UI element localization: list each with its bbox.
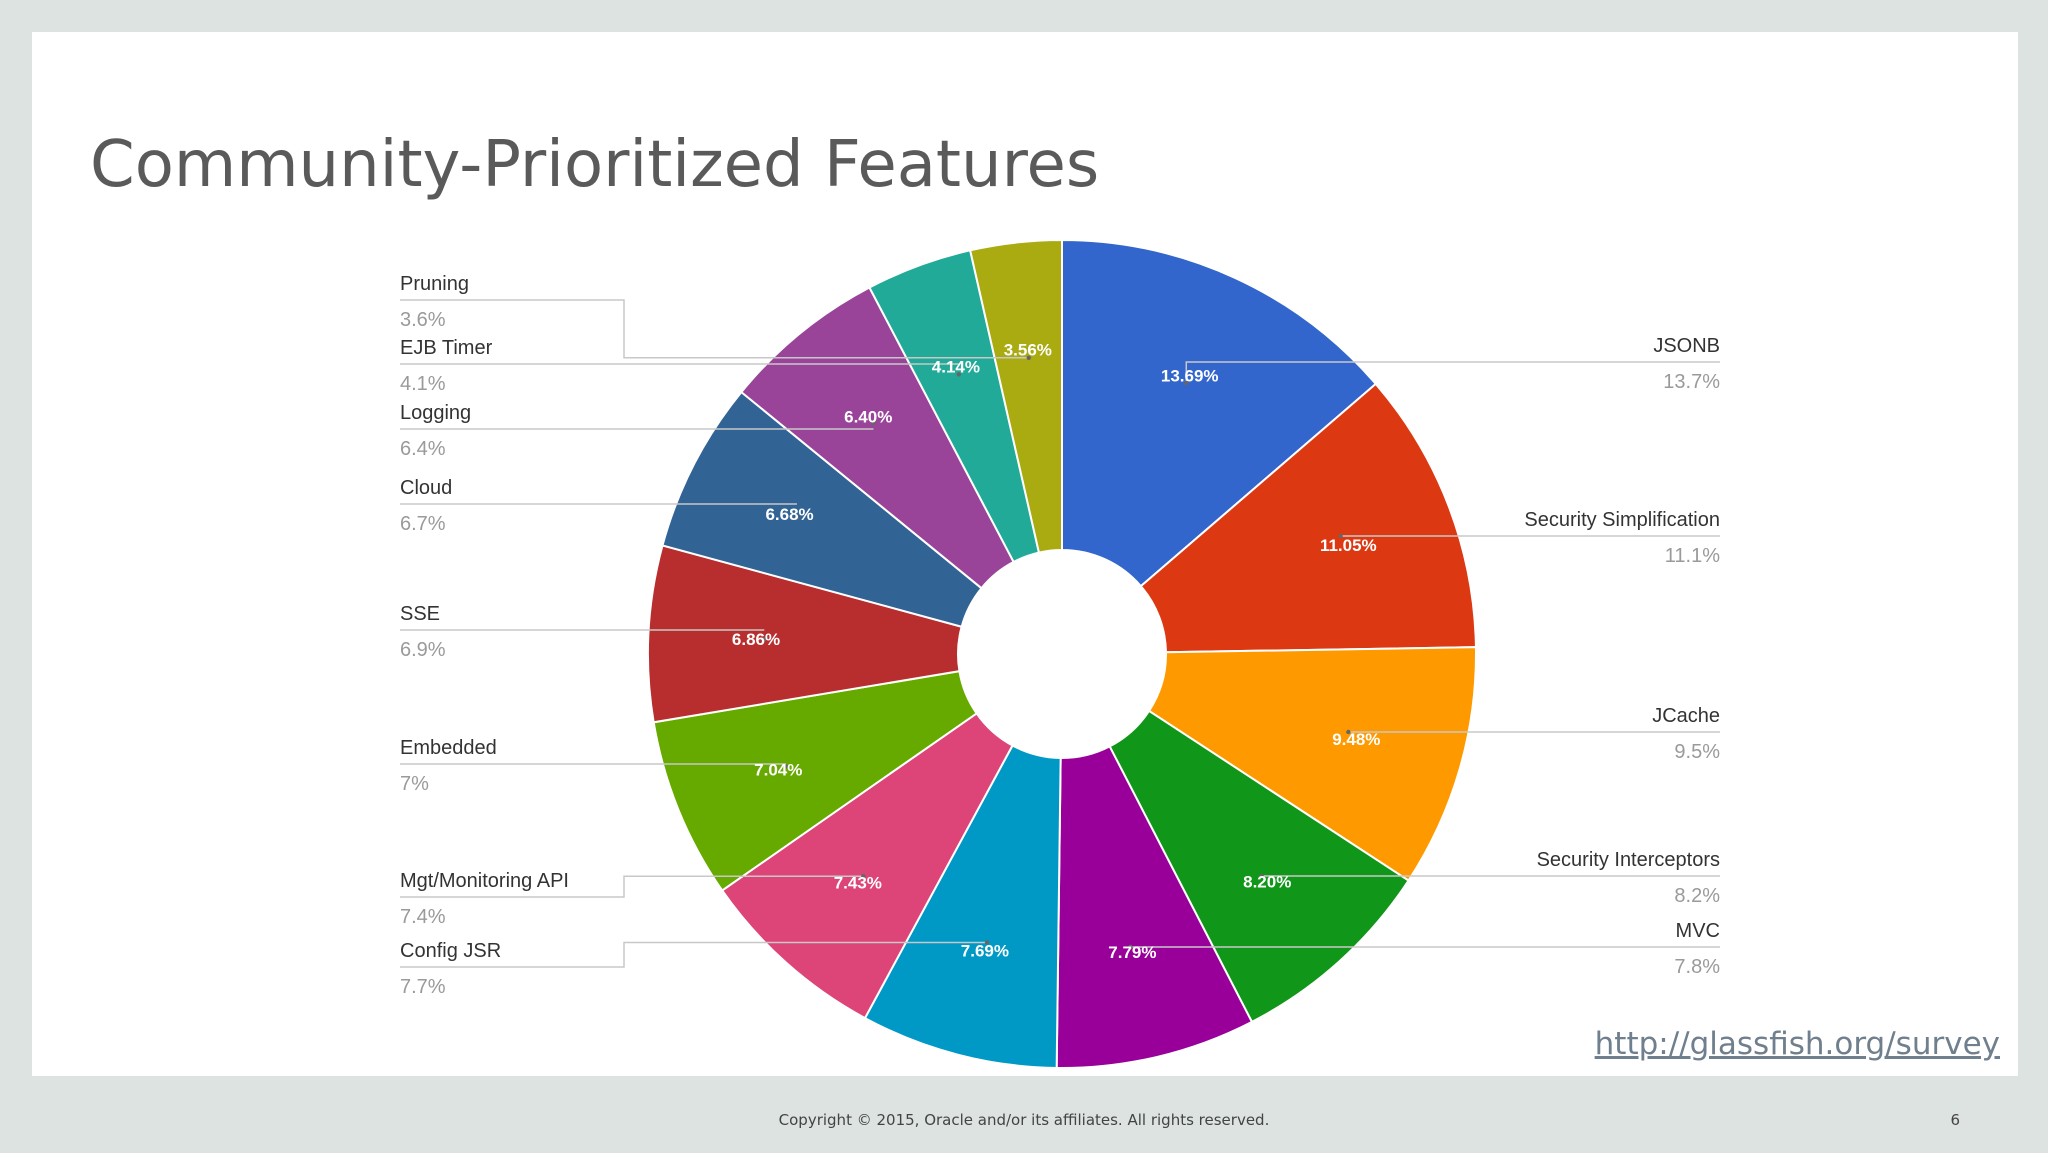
leader-dot (1259, 873, 1264, 879)
leader-dot (794, 515, 800, 520)
slice-embedded[interactable] (652, 670, 979, 892)
leader-dot (1128, 944, 1133, 950)
leader-dot (1184, 380, 1189, 386)
survey-link[interactable]: http://glassfish.org/survey (1594, 1026, 2000, 1062)
slice-sse[interactable] (647, 544, 963, 724)
slice-pruning[interactable] (968, 238, 1063, 554)
leader-dot (1026, 355, 1031, 360)
legend-value-logging: 6.4% (400, 438, 446, 460)
slice-logging[interactable] (739, 286, 1015, 590)
slice-value-label: 7.43% (834, 873, 882, 892)
page-number: 6 (1950, 1111, 1960, 1129)
legend-value-pruning: 3.6% (400, 309, 446, 331)
chart-labels: 13.69% JSONB 13.7% 11.05% Security Simplific… (400, 273, 1720, 998)
legend-label-cloud: Cloud (400, 477, 452, 499)
slice-jsonb[interactable] (1061, 238, 1378, 588)
legend-label-logging: Logging (400, 402, 471, 424)
leader-dot (871, 420, 876, 426)
legend-label-jsonb: JSONB (1653, 335, 1720, 357)
slice-jcache[interactable] (1147, 646, 1477, 882)
leader-dot (861, 874, 866, 879)
legend-value-jsonb: 13.7% (1663, 371, 1720, 393)
slide-title: Community-Prioritized Features (90, 128, 1100, 202)
slice-value-label: 6.40% (844, 408, 892, 427)
legend-label-config-jsr: Config JSR (400, 940, 501, 962)
slice-value-label: 6.68% (765, 505, 813, 524)
slice-value-label: 9.48% (1332, 730, 1380, 749)
chart-leader-lines (400, 299, 1720, 968)
legend-value-config-jsr: 7.7% (400, 976, 446, 998)
legend-value-jcache: 9.5% (1674, 741, 1720, 763)
leader-dot (1338, 533, 1343, 539)
slice-config-jsr[interactable] (863, 744, 1062, 1069)
legend-label-security-simplification: Security Simplification (1524, 509, 1720, 531)
legend-label-jcache: JCache (1652, 705, 1720, 727)
slice-cloud[interactable] (661, 390, 983, 628)
leader-line-pruning (400, 299, 1029, 359)
slice-mvc[interactable] (1055, 745, 1254, 1069)
legend-value-security-interceptors: 8.2% (1674, 885, 1720, 907)
slice-value-label: 3.56% (1004, 341, 1052, 360)
slice-security-simplification[interactable] (1139, 382, 1477, 654)
slice-value-label: 13.69% (1161, 367, 1219, 386)
legend-label-embedded: Embedded (400, 737, 497, 759)
slice-value-label: 7.04% (754, 761, 802, 780)
legend-value-mvc: 7.8% (1674, 956, 1720, 978)
slice-value-label: 7.69% (961, 941, 1009, 960)
legend-label-mgt-monitoring-api: Mgt/Monitoring API (400, 870, 569, 892)
leader-dot (956, 372, 961, 377)
legend-label-ejb-timer: EJB Timer (400, 337, 493, 359)
slice-value-label: 8.20% (1243, 872, 1291, 891)
legend-value-ejb-timer: 4.1% (400, 373, 446, 395)
copyright-notice: Copyright © 2015, Oracle and/or its affi… (778, 1111, 1270, 1129)
legend-value-embedded: 7% (400, 773, 429, 795)
legend-label-security-interceptors: Security Interceptors (1537, 849, 1720, 871)
slice-value-label: 7.79% (1108, 943, 1156, 962)
legend-label-mvc: MVC (1676, 920, 1720, 942)
leader-dot (783, 764, 789, 769)
chart-slices (647, 238, 1477, 1069)
legend-value-sse: 6.9% (400, 639, 446, 661)
legend-label-pruning: Pruning (400, 273, 469, 295)
legend-value-mgt-monitoring-api: 7.4% (400, 906, 446, 928)
legend-label-sse: SSE (400, 603, 440, 625)
leader-dot (1346, 729, 1351, 735)
slice-value-label: 4.14% (932, 358, 980, 377)
leader-dot (984, 940, 990, 945)
slice-security-interceptors[interactable] (1108, 709, 1410, 1024)
legend-value-security-simplification: 11.1% (1665, 545, 1720, 567)
leader-line-jsonb (1185, 361, 1720, 384)
slice-value-label: 11.05% (1320, 536, 1377, 555)
slice-value-label: 6.86% (732, 630, 780, 649)
legend-value-cloud: 6.7% (400, 513, 446, 535)
leader-dot (762, 636, 767, 642)
leader-line-mgt-monitoring-api (400, 875, 864, 898)
leader-line-config-jsr (400, 941, 987, 968)
